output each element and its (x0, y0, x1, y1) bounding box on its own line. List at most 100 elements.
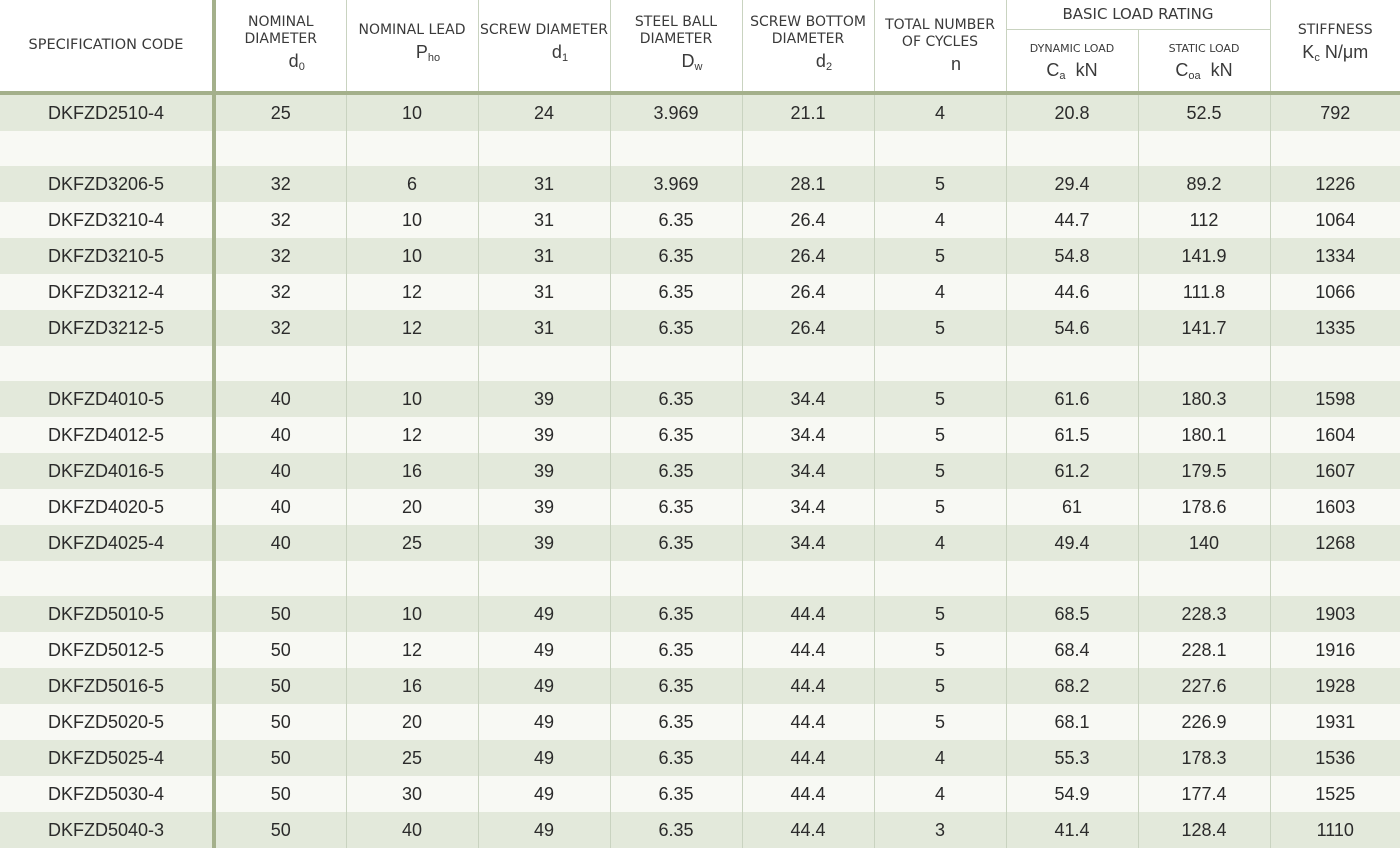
cell-ball-diameter: 6.35 (610, 740, 742, 776)
cell-dynamic-load: 68.1 (1006, 704, 1138, 740)
cell-bottom-diameter: 44.4 (742, 596, 874, 632)
symbol-coa: Coa kN (1139, 59, 1270, 87)
cell-cycles: 4 (874, 202, 1006, 238)
cell-bottom-diameter: 44.4 (742, 668, 874, 704)
cell-ball-diameter: 6.35 (610, 632, 742, 668)
cell-dynamic-load: 20.8 (1006, 93, 1138, 131)
header-cycles-label: TOTAL NUMBER OF CYCLES (885, 17, 995, 50)
header-static-load: STATIC LOAD Coa kN (1138, 30, 1270, 94)
cell-dynamic-load: 41.4 (1006, 812, 1138, 848)
cell-cycles: 4 (874, 525, 1006, 561)
cell-dynamic-load: 68.5 (1006, 596, 1138, 632)
cell-stiffness (1270, 346, 1400, 381)
cell-dynamic-load: 54.6 (1006, 310, 1138, 346)
cell-nominal-lead (346, 131, 478, 166)
cell-spec-code: DKFZD5016-5 (0, 668, 214, 704)
cell-static-load: 141.9 (1138, 238, 1270, 274)
cell-spec-code: DKFZD4010-5 (0, 381, 214, 417)
cell-bottom-diameter: 34.4 (742, 453, 874, 489)
cell-nominal-diameter: 32 (214, 238, 346, 274)
cell-nominal-diameter (214, 561, 346, 596)
cell-cycles: 5 (874, 668, 1006, 704)
header-bottom-diameter: SCREW BOTTOM DIAMETER d2 (742, 0, 874, 93)
header-basic-load-rating: BASIC LOAD RATING (1006, 0, 1270, 30)
cell-spec-code: DKFZD4020-5 (0, 489, 214, 525)
cell-nominal-diameter: 50 (214, 704, 346, 740)
cell-nominal-lead: 16 (346, 668, 478, 704)
cell-cycles: 5 (874, 453, 1006, 489)
cell-bottom-diameter: 26.4 (742, 238, 874, 274)
cell-stiffness (1270, 561, 1400, 596)
header-bottom-diameter-label: SCREW BOTTOM DIAMETER (750, 14, 866, 47)
cell-nominal-diameter: 50 (214, 740, 346, 776)
cell-static-load: 226.9 (1138, 704, 1270, 740)
cell-spec-code: DKFZD5040-3 (0, 812, 214, 848)
cell-static-load: 178.6 (1138, 489, 1270, 525)
cell-bottom-diameter: 26.4 (742, 310, 874, 346)
cell-nominal-diameter (214, 131, 346, 166)
cell-screw-diameter (478, 346, 610, 381)
cell-nominal-lead: 20 (346, 489, 478, 525)
header-ball-diameter-label: STEEL BALL DIAMETER (635, 14, 717, 47)
cell-nominal-lead: 12 (346, 632, 478, 668)
header-dynamic-load: DYNAMIC LOAD Ca kN (1006, 30, 1138, 94)
cell-stiffness: 1110 (1270, 812, 1400, 848)
header-stiffness: STIFFNESS Kc N/μm (1270, 0, 1400, 93)
cell-spec-code: DKFZD3210-5 (0, 238, 214, 274)
cell-nominal-diameter: 40 (214, 453, 346, 489)
cell-cycles: 3 (874, 812, 1006, 848)
cell-nominal-lead: 12 (346, 310, 478, 346)
cell-ball-diameter: 6.35 (610, 596, 742, 632)
cell-ball-diameter (610, 346, 742, 381)
header-nominal-diameter: NOMINAL DIAMETER d0 (214, 0, 346, 93)
cell-cycles: 4 (874, 93, 1006, 131)
header-nominal-lead: NOMINAL LEAD Pho (346, 0, 478, 93)
cell-static-load: 140 (1138, 525, 1270, 561)
cell-nominal-lead: 12 (346, 274, 478, 310)
header-cycles: TOTAL NUMBER OF CYCLES n (874, 0, 1006, 93)
symbol-d2: d2 (743, 50, 874, 78)
cell-nominal-diameter: 40 (214, 489, 346, 525)
cell-dynamic-load: 49.4 (1006, 525, 1138, 561)
cell-spec-code: DKFZD5030-4 (0, 776, 214, 812)
cell-stiffness: 1607 (1270, 453, 1400, 489)
cell-ball-diameter: 6.35 (610, 238, 742, 274)
cell-dynamic-load: 54.8 (1006, 238, 1138, 274)
cell-nominal-lead: 10 (346, 93, 478, 131)
cell-screw-diameter: 31 (478, 310, 610, 346)
cell-cycles: 5 (874, 596, 1006, 632)
cell-stiffness: 1064 (1270, 202, 1400, 238)
cell-screw-diameter: 49 (478, 668, 610, 704)
cell-nominal-lead: 10 (346, 238, 478, 274)
cell-screw-diameter: 31 (478, 202, 610, 238)
cell-cycles: 4 (874, 740, 1006, 776)
cell-static-load: 89.2 (1138, 166, 1270, 202)
cell-dynamic-load (1006, 561, 1138, 596)
symbol-n: n (875, 53, 1006, 75)
cell-bottom-diameter: 44.4 (742, 704, 874, 740)
cell-dynamic-load: 68.2 (1006, 668, 1138, 704)
cell-bottom-diameter: 34.4 (742, 525, 874, 561)
cell-stiffness: 1334 (1270, 238, 1400, 274)
cell-bottom-diameter (742, 131, 874, 166)
cell-ball-diameter: 3.969 (610, 166, 742, 202)
cell-cycles: 5 (874, 632, 1006, 668)
cell-screw-diameter: 31 (478, 166, 610, 202)
cell-dynamic-load: 61.6 (1006, 381, 1138, 417)
cell-nominal-lead (346, 561, 478, 596)
cell-dynamic-load: 44.6 (1006, 274, 1138, 310)
cell-bottom-diameter: 21.1 (742, 93, 874, 131)
cell-screw-diameter: 39 (478, 489, 610, 525)
cell-nominal-diameter: 32 (214, 274, 346, 310)
cell-static-load: 141.7 (1138, 310, 1270, 346)
cell-dynamic-load: 29.4 (1006, 166, 1138, 202)
